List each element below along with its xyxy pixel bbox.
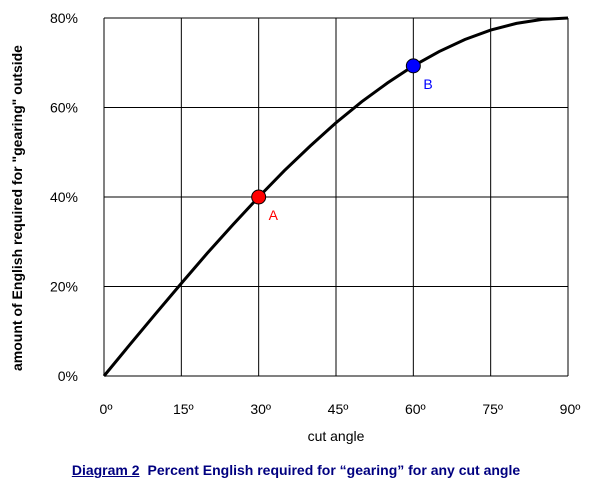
y-tick-label: 80% — [50, 10, 78, 26]
point-a-marker — [251, 189, 267, 205]
grid — [103, 17, 569, 377]
x-tick-label: 45º — [328, 401, 349, 417]
data-points: AB — [251, 58, 433, 223]
y-tick-label: 60% — [50, 100, 78, 116]
y-tick-label: 40% — [50, 189, 78, 205]
y-axis-label-wrap: amount of English required for "gearing"… — [7, 18, 27, 398]
y-axis-label: amount of English required for "gearing"… — [9, 45, 25, 371]
y-axis-ticks: 0% 20% 40% 60% 80% — [50, 10, 78, 384]
x-axis-label: cut angle — [308, 428, 365, 444]
x-tick-label: 15º — [173, 401, 194, 417]
x-tick-label: 30º — [250, 401, 271, 417]
y-tick-label: 0% — [58, 368, 78, 384]
y-tick-label: 20% — [50, 279, 78, 295]
x-axis-ticks: 0º 15º 30º 45º 60º 75º 90º — [100, 401, 581, 417]
x-tick-label: 0º — [100, 401, 113, 417]
point-a-label: A — [269, 207, 279, 223]
point-b-label: B — [423, 76, 432, 92]
x-tick-label: 90º — [560, 401, 581, 417]
chart: 0%20%40%60%80% 0º 15º 30º 45º 60º 75º 90º AB c… — [50, 10, 581, 444]
caption-label: Diagram 2 — [71, 462, 140, 478]
series-line — [102, 16, 569, 377]
caption-text: Percent English required for “gearing” f… — [147, 462, 521, 478]
point-b-marker — [405, 58, 421, 74]
x-tick-label: 75º — [482, 401, 503, 417]
figure-caption: Diagram 2 Percent English required for “g… — [0, 462, 592, 478]
x-tick-label: 60º — [405, 401, 426, 417]
